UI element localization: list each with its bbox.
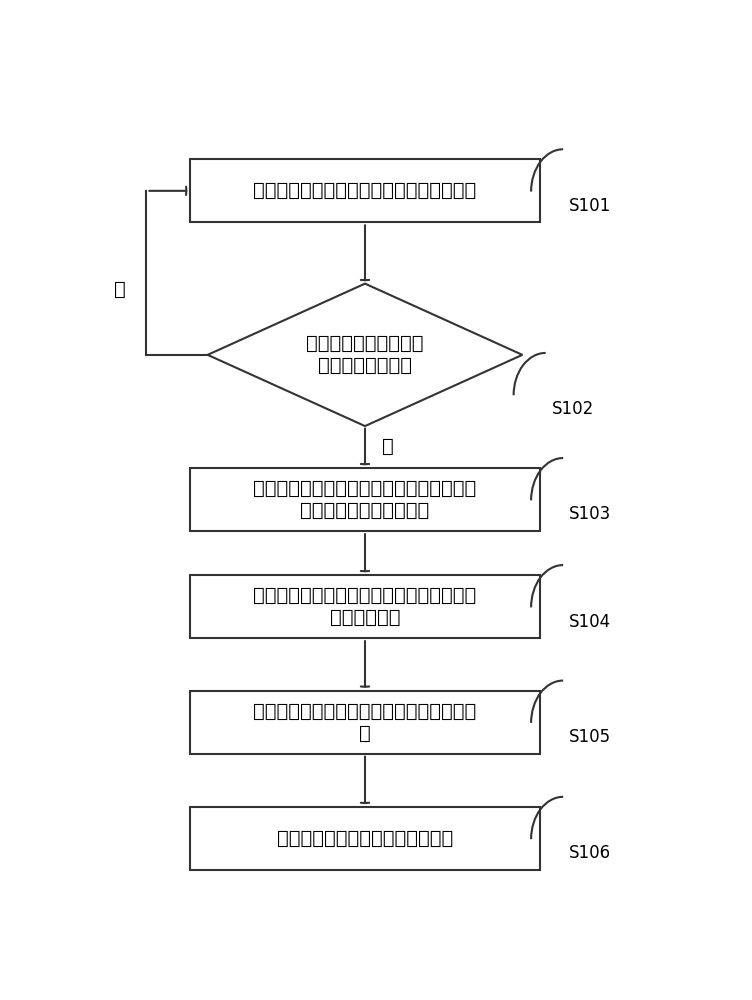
Bar: [190, 159, 540, 222]
Text: S102: S102: [551, 400, 594, 418]
Text: S103: S103: [569, 505, 611, 523]
Text: 依据比较结果调节所述变频压缩机的降频速
度: 依据比较结果调节所述变频压缩机的降频速 度: [253, 702, 477, 743]
Text: 控制所述压缩机的频率按第一预设速度降频: 控制所述压缩机的频率按第一预设速度降频: [253, 181, 477, 200]
Bar: [190, 807, 540, 870]
Polygon shape: [208, 284, 523, 426]
Text: 控制所述压缩机停留预设时间，并采集此时
流过所述压缩机的相电流: 控制所述压缩机停留预设时间，并采集此时 流过所述压缩机的相电流: [253, 479, 477, 520]
Text: 将此时流过所述变频压缩机的相电流与预设
定的电流比较: 将此时流过所述变频压缩机的相电流与预设 定的电流比较: [253, 586, 477, 627]
Bar: [190, 691, 540, 754]
Text: 判断压缩机的频率是否
降至预设停留频率: 判断压缩机的频率是否 降至预设停留频率: [306, 334, 424, 375]
Text: S105: S105: [569, 728, 611, 746]
Text: 否: 否: [114, 280, 126, 299]
Bar: [190, 468, 540, 531]
Text: S101: S101: [569, 197, 611, 215]
Text: S104: S104: [569, 613, 611, 631]
Text: S106: S106: [569, 844, 611, 862]
Bar: [190, 575, 540, 638]
Text: 是: 是: [383, 437, 394, 456]
Text: 控制所述变频压缩机停止降频降频: 控制所述变频压缩机停止降频降频: [277, 829, 453, 848]
